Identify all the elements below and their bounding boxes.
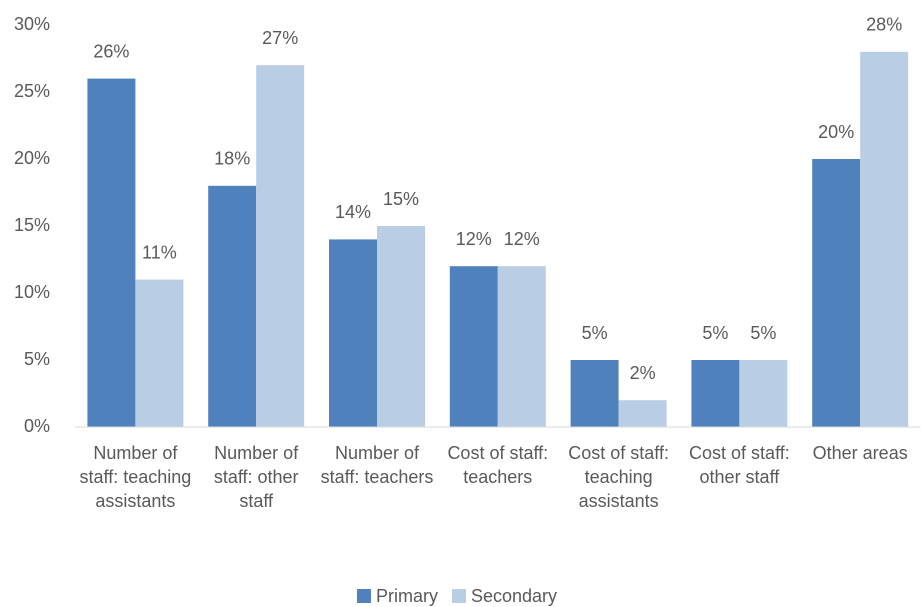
x-tick-label: Cost of staff: teachers [447,443,549,487]
y-tick-label: 30% [14,14,50,34]
y-tick-label: 5% [24,349,50,369]
value-label: 2% [630,363,656,383]
legend-swatch [452,589,466,603]
bar [377,226,425,427]
legend-label: Secondary [471,586,557,606]
x-tick-label: Number of staff: teaching assistants [79,443,192,511]
y-tick-label: 10% [14,282,50,302]
x-tick-label: Number of staff: teachers [320,443,434,487]
value-label: 27% [262,28,298,48]
bar [329,239,377,427]
bar [860,51,909,428]
value-label: 14% [335,202,371,222]
x-tick-label: Other areas [812,443,908,463]
value-label: 15% [383,189,419,209]
bar [87,78,136,427]
bar [570,360,619,427]
value-label: 26% [93,41,129,61]
bar [135,279,184,427]
bar [691,360,740,427]
value-label: 11% [142,242,177,262]
bar [256,65,305,427]
value-label: 12% [456,229,492,249]
value-label: 12% [504,229,540,249]
bar [497,266,546,427]
value-label: 5% [702,323,728,343]
x-tick-label: Number of staff: other staff [213,443,299,511]
value-label: 5% [750,323,776,343]
bar [449,266,498,427]
value-label: 18% [214,149,250,169]
x-tick-label: Cost of staff: other staff [689,443,790,487]
bar [618,400,667,427]
value-label: 5% [582,323,608,343]
y-tick-label: 20% [14,148,50,168]
x-tick-label: Cost of staff: teaching assistants [568,443,669,511]
value-label: 28% [866,15,902,35]
y-tick-label: 15% [14,215,50,235]
y-tick-label: 0% [24,416,50,436]
bar [739,360,788,427]
legend-label: Primary [376,586,438,606]
bar [812,159,861,427]
y-tick-label: 25% [14,81,50,101]
bar [208,185,257,427]
value-label: 20% [818,122,854,142]
legend-swatch [357,589,371,603]
